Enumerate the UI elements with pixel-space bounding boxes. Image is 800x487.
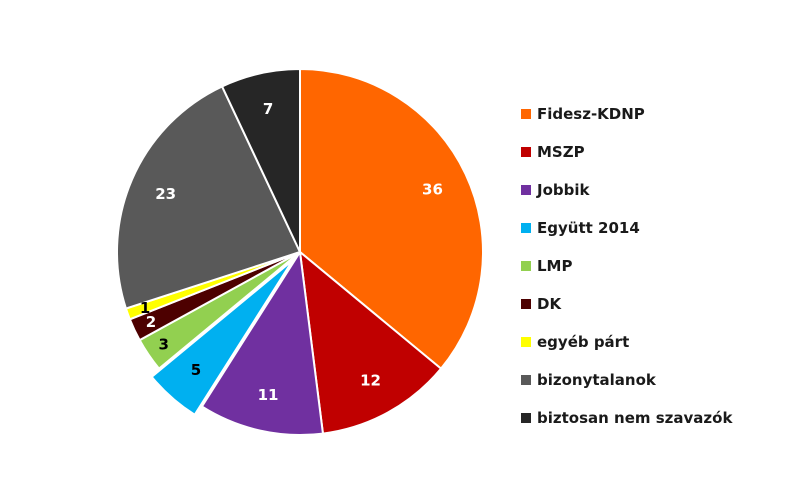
pie-slices	[116, 67, 484, 436]
legend-label-egyeb-part: egyéb párt	[537, 333, 629, 351]
legend-item-bizonytalanok: bizonytalanok	[521, 371, 657, 389]
legend-swatch-fidesz-kdnp	[521, 109, 531, 119]
legend-item-mszp: MSZP	[521, 143, 585, 161]
legend-swatch-egyeb-part	[521, 337, 531, 347]
legend-item-dk: DK	[521, 295, 562, 313]
legend-label-biztosan-nem-szavazok: biztosan nem szavazók	[537, 409, 733, 427]
data-label-bizonytalanok: 23	[155, 185, 176, 203]
data-label-egyutt-2014: 5	[191, 361, 201, 379]
legend-label-egyutt-2014: Együtt 2014	[537, 219, 640, 237]
legend-swatch-egyutt-2014	[521, 223, 531, 233]
legend-swatch-dk	[521, 299, 531, 309]
legend-label-mszp: MSZP	[537, 143, 585, 161]
legend-label-lmp: LMP	[537, 257, 572, 275]
legend-item-fidesz-kdnp: Fidesz-KDNP	[521, 105, 645, 123]
legend-swatch-biztosan-nem-szavazok	[521, 413, 531, 423]
data-label-mszp: 12	[360, 371, 381, 389]
legend-label-jobbik: Jobbik	[536, 181, 591, 199]
legend-item-lmp: LMP	[521, 257, 572, 275]
pie-slice-egyutt-2014	[150, 259, 294, 417]
pie-slice-biztosan-nem-szavazok	[220, 67, 301, 253]
legend-label-bizonytalanok: bizonytalanok	[537, 371, 657, 389]
legend-swatch-bizonytalanok	[521, 375, 531, 385]
legend-item-egyutt-2014: Együtt 2014	[521, 219, 640, 237]
legend-swatch-mszp	[521, 147, 531, 157]
legend-item-jobbik: Jobbik	[521, 181, 591, 199]
data-label-biztosan-nem-szavazok: 7	[263, 100, 273, 118]
pie-slice-jobbik	[200, 249, 325, 436]
legend-swatch-jobbik	[521, 185, 531, 195]
pie-data-labels: 36 12 11 5 321 23 7	[140, 100, 443, 404]
data-label-dk: 2	[146, 313, 156, 331]
legend-label-fidesz-kdnp: Fidesz-KDNP	[537, 105, 645, 123]
legend-swatch-lmp	[521, 261, 531, 271]
legend-item-biztosan-nem-szavazok: biztosan nem szavazók	[521, 409, 733, 427]
legend-label-dk: DK	[537, 295, 562, 313]
legend-item-egyeb-part: egyéb párt	[521, 333, 629, 351]
data-label-egyeb-part: 1	[140, 299, 150, 317]
pie-slice-fidesz-kdnp	[299, 67, 484, 371]
legend: Fidesz-KDNP MSZP Jobbik Együtt 2014 LMP DK egy…	[521, 105, 733, 427]
data-label-lmp: 3	[159, 336, 169, 354]
pie-slice-bizonytalanok	[116, 85, 302, 310]
data-label-fidesz-kdnp: 36	[422, 181, 443, 199]
pie-slice-mszp	[298, 249, 443, 435]
data-label-jobbik: 11	[258, 386, 279, 404]
